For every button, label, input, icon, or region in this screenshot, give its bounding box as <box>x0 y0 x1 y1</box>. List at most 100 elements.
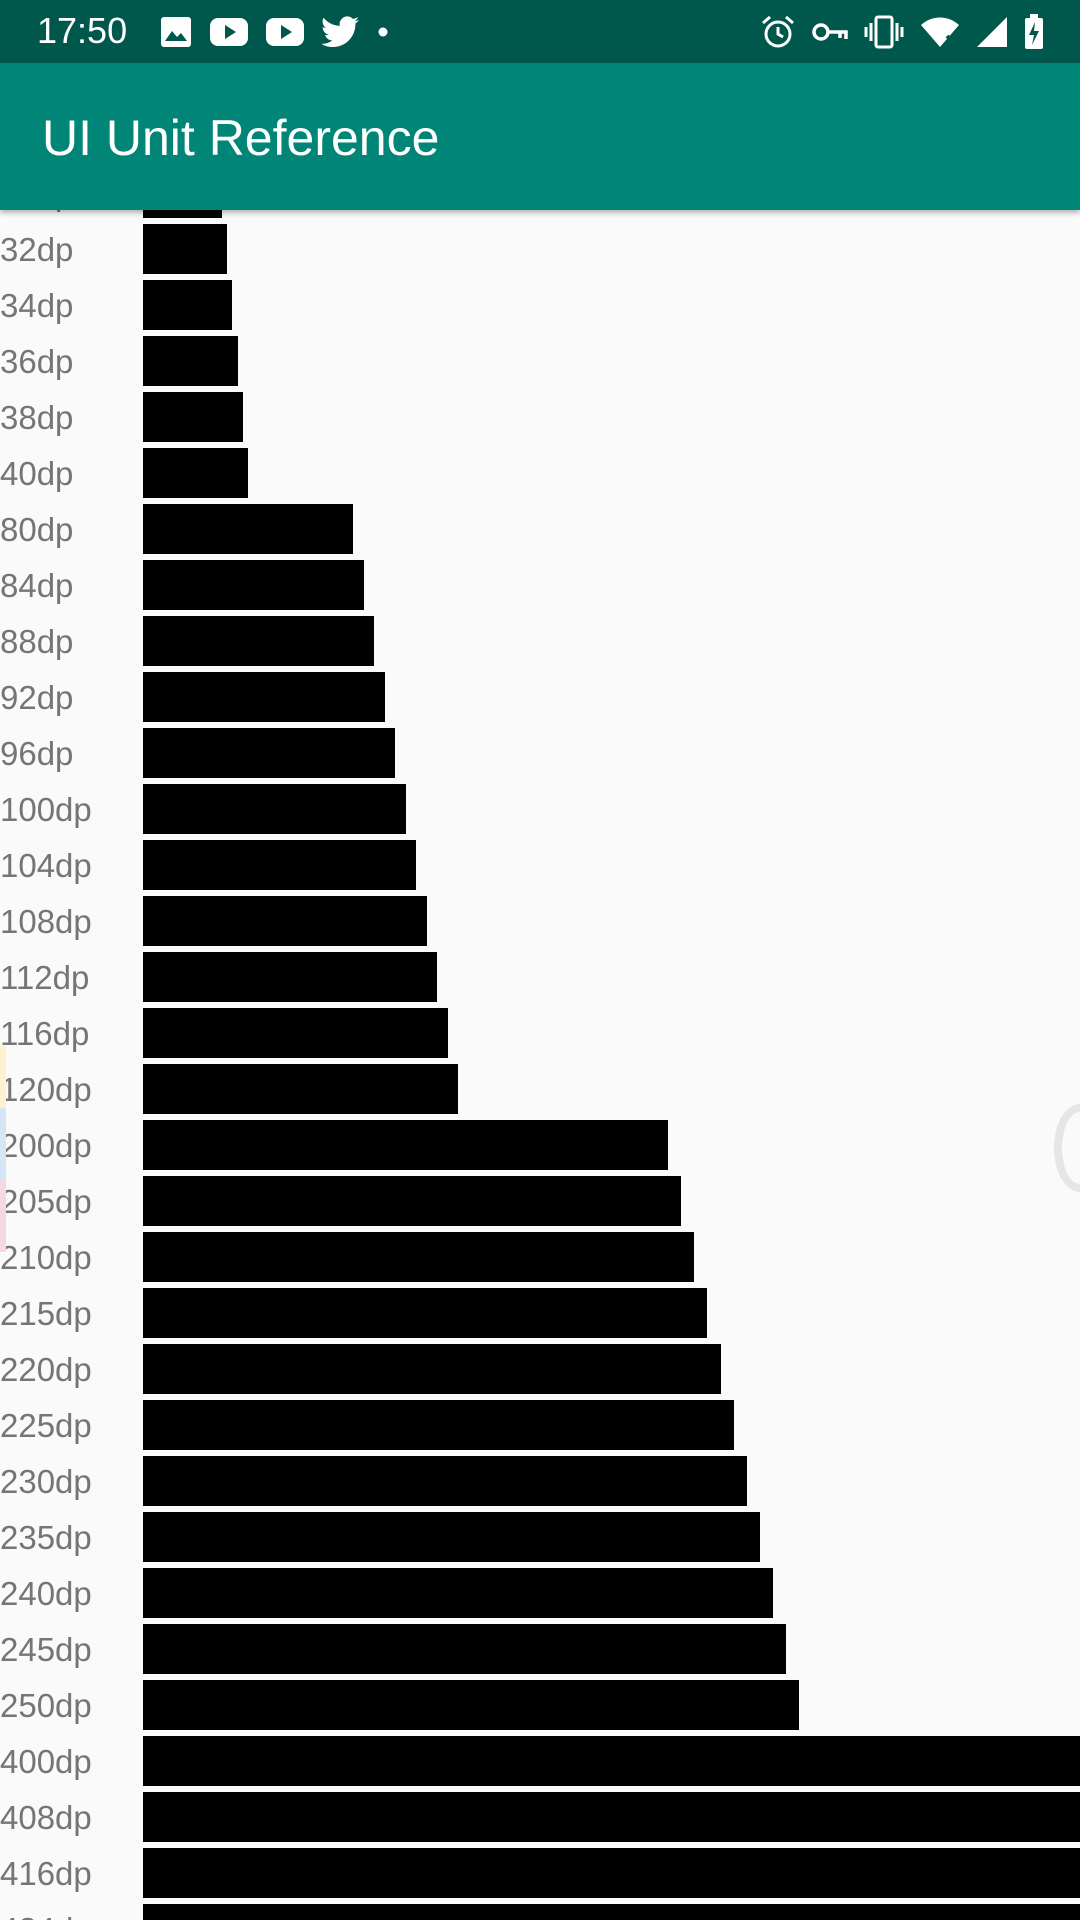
unit-label: 200dp <box>0 1127 92 1164</box>
unit-row: 30dp <box>0 210 1080 218</box>
alarm-icon <box>762 15 794 48</box>
unit-row: 230dp <box>0 1450 1080 1506</box>
unit-label: 210dp <box>0 1239 92 1276</box>
unit-bar <box>143 210 222 218</box>
unit-list-rows: 30dp 32dp 34dp 36dp 38dp 40dp 80dp 84dp 88dp 92dp… <box>0 210 1080 1920</box>
vpn-key-icon <box>812 23 848 41</box>
unit-bar <box>143 1120 668 1170</box>
unit-row: 220dp <box>0 1338 1080 1394</box>
unit-row: 80dp <box>0 498 1080 554</box>
unit-row: 205dp <box>0 1170 1080 1226</box>
unit-label: 205dp <box>0 1183 92 1220</box>
unit-bar <box>143 280 232 330</box>
unit-bar <box>143 560 364 610</box>
unit-row: 200dp <box>0 1114 1080 1170</box>
wifi-icon <box>921 17 959 47</box>
unit-bar <box>143 952 437 1002</box>
unit-label: 108dp <box>0 903 92 940</box>
unit-list[interactable]: 30dp 32dp 34dp 36dp 38dp 40dp 80dp 84dp 88dp 92dp… <box>0 210 1080 1920</box>
unit-label: 408dp <box>0 1799 92 1836</box>
unit-bar <box>143 672 385 722</box>
status-bar: 17:50 <box>0 0 1080 63</box>
unit-label: 416dp <box>0 1855 92 1892</box>
unit-row: 408dp <box>0 1786 1080 1842</box>
unit-label: 225dp <box>0 1407 92 1444</box>
unit-bar <box>143 1848 1080 1898</box>
unit-label: 104dp <box>0 847 92 884</box>
unit-row: 104dp <box>0 834 1080 890</box>
unit-bar <box>143 1792 1080 1842</box>
unit-bar <box>143 336 238 386</box>
unit-label: 215dp <box>0 1295 92 1332</box>
status-time: 17:50 <box>37 10 128 51</box>
unit-bar <box>143 1680 799 1730</box>
unit-bar <box>143 1512 760 1562</box>
system-icons <box>760 12 1044 52</box>
unit-bar <box>143 1568 773 1618</box>
unit-bar <box>143 784 406 834</box>
youtube-icon <box>266 18 304 46</box>
unit-row: 240dp <box>0 1562 1080 1618</box>
unit-row: 36dp <box>0 330 1080 386</box>
unit-row: 424dp <box>0 1898 1080 1920</box>
unit-row: 84dp <box>0 554 1080 610</box>
unit-row: 400dp <box>0 1730 1080 1786</box>
unit-label: 235dp <box>0 1519 92 1556</box>
unit-bar <box>143 728 395 778</box>
unit-label: 32dp <box>0 231 74 268</box>
unit-bar <box>143 1232 694 1282</box>
unit-row: 92dp <box>0 666 1080 722</box>
image-icon <box>161 17 191 47</box>
unit-bar <box>143 1344 721 1394</box>
unit-label: 80dp <box>0 511 74 548</box>
battery-icon <box>1025 14 1043 49</box>
unit-row: 108dp <box>0 890 1080 946</box>
unit-row: 32dp <box>0 218 1080 274</box>
unit-row: 210dp <box>0 1226 1080 1282</box>
unit-label: 30dp <box>0 210 140 219</box>
app-bar: UI Unit Reference <box>0 63 1080 210</box>
unit-bar <box>143 616 374 666</box>
unit-row: 40dp <box>0 442 1080 498</box>
unit-bar <box>143 896 427 946</box>
notification-icons <box>160 14 388 50</box>
unit-label: 100dp <box>0 791 92 828</box>
unit-label: 34dp <box>0 287 74 324</box>
unit-label: 116dp <box>0 1015 90 1052</box>
unit-bar <box>143 1904 1080 1920</box>
unit-label: 96dp <box>0 735 74 772</box>
app-title: UI Unit Reference <box>42 110 440 166</box>
unit-bar <box>143 1624 786 1674</box>
unit-row: 225dp <box>0 1394 1080 1450</box>
unit-label: 40dp <box>0 455 74 492</box>
unit-label: 38dp <box>0 399 74 436</box>
unit-row: 235dp <box>0 1506 1080 1562</box>
unit-bar <box>143 1176 681 1226</box>
unit-row: 96dp <box>0 722 1080 778</box>
unit-label: 424dp <box>0 1905 140 1920</box>
vibrate-icon <box>864 15 904 49</box>
edge-strip <box>0 1046 6 1252</box>
unit-label: 220dp <box>0 1351 92 1388</box>
unit-row: 250dp <box>0 1674 1080 1730</box>
unit-label: 400dp <box>0 1743 92 1780</box>
unit-row: 100dp <box>0 778 1080 834</box>
unit-bar <box>143 504 353 554</box>
unit-bar <box>143 1288 707 1338</box>
unit-bar <box>143 1008 448 1058</box>
unit-row: 116dp <box>0 1002 1080 1058</box>
unit-bar <box>143 1456 747 1506</box>
unit-bar <box>143 1064 458 1114</box>
unit-row: 416dp <box>0 1842 1080 1898</box>
unit-row: 112dp <box>0 946 1080 1002</box>
unit-bar <box>143 1400 734 1450</box>
unit-row: 34dp <box>0 274 1080 330</box>
unit-bar <box>143 224 227 274</box>
unit-row: 88dp <box>0 610 1080 666</box>
unit-bar <box>143 448 248 498</box>
unit-bar <box>143 1736 1080 1786</box>
unit-row: 120dp <box>0 1058 1080 1114</box>
unit-label: 84dp <box>0 567 74 604</box>
unit-label: 36dp <box>0 343 74 380</box>
unit-bar <box>143 840 416 890</box>
